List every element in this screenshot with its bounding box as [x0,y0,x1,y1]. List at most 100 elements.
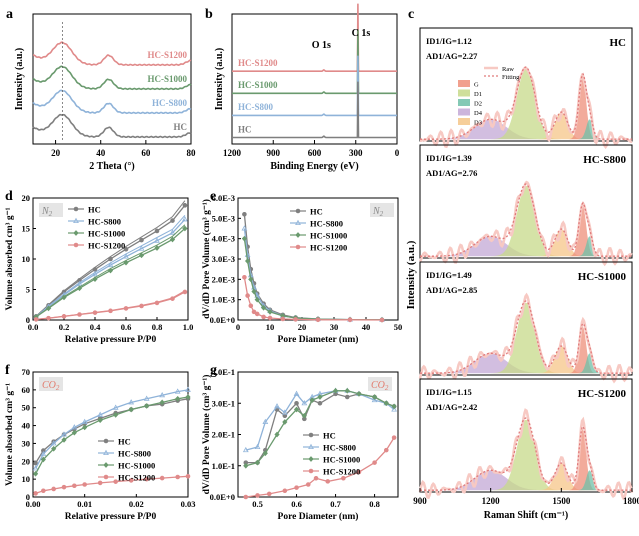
data-point-HC-S1000 [128,406,134,413]
y-tick-label: 40 [22,421,31,431]
data-point-HC-S800 [81,418,88,424]
gas-subscript: 2 [385,384,389,392]
raman-id-ig: ID1/IG=1.39 [426,153,472,163]
raman-peak-D1 [420,302,632,374]
data-point-HC-S1200 [33,317,39,322]
plot-frame [419,27,633,142]
data-point-HC-S800 [159,391,166,398]
y-tick-label: 1.0E-1 [212,461,235,471]
data-point-HC-S1000 [262,450,268,457]
data-point-HC-S1200 [372,460,377,465]
gas-label: N2 [41,206,53,218]
data-point-HC-S800 [61,431,67,437]
y-tick-label: 70 [22,367,31,377]
panel-g-legend-HC-S1000: HC-S1000 [323,455,360,465]
series-line-HC-S800 [35,218,186,318]
data-point-HC-S1000 [317,394,323,400]
raman-sample-label: HC-S800 [583,154,626,166]
x-axis-label: Pore Diameter (nm) [278,511,359,522]
data-point-HC-S1200 [159,475,165,481]
raman-fitting-curve [420,300,632,374]
legend-marker [103,474,109,480]
data-point-HC-S1200 [245,293,250,298]
data-point-HC-S1000 [309,397,315,403]
data-point-HC-S1000 [175,395,181,402]
data-point-HC-S1000 [71,429,77,436]
legend-marker [73,230,79,236]
x-tick-label: 20 [298,322,307,332]
raman-id-ig: ID1/IG=1.12 [426,36,472,46]
y-tick-label: 20 [22,193,31,203]
data-point-HC-S800 [97,411,104,417]
gas-box [370,203,394,217]
data-point-HC-S800 [107,261,114,268]
x-axis-label: Pore Diameter (nm) [278,334,359,345]
legend-label-D1: D1 [474,91,482,98]
xrd-curve-HC [32,113,192,139]
panel-f-legend-HC-S1000: HC-S1000 [118,461,155,471]
data-point-HC [170,218,175,223]
y-tick-label: 4.0E-3 [212,234,235,244]
gas-label: N2 [372,206,384,218]
data-point-HC-S1000 [97,417,103,424]
x-tick-label: 0.8 [152,322,163,332]
y-tick-label: 20 [22,456,31,466]
raman-peak-D4 [420,119,632,140]
panel-d-legend-HC-S1000: HC-S1000 [88,229,125,239]
data-point-HC-S1200 [82,482,87,487]
data-point-HC-S800 [71,424,78,430]
x-tick-label: 10 [266,322,275,332]
legend-marker [295,219,301,225]
x-tick-label: 0.4 [90,322,101,332]
x-tick-label: 900 [267,148,281,158]
x-tick-label: 1200 [223,148,242,158]
x-tick-label: 40 [96,148,106,158]
x-tick-label: 0.2 [59,322,70,332]
gas-subscript: 2 [49,210,53,218]
data-point-HC-S1200 [325,479,331,484]
data-point-HC-S1000 [301,412,307,419]
y-tick-label: 15 [22,224,31,234]
data-point-HC-S1200 [251,309,257,315]
data-point-HC-S1000 [185,394,191,400]
data-point-HC-S1000 [371,394,378,400]
data-point-HC-S1200 [170,296,175,301]
raman-peak-D2 [420,119,632,140]
xps-curve-HC-S1000 [232,29,397,95]
data-point-HC-S1000 [76,285,83,292]
series-line-desorption-HC [35,200,186,317]
series-line-HC-S800 [245,390,395,451]
data-point-HC-S1000 [391,403,397,410]
y-tick-label: 10 [22,254,31,264]
xrd-curve-HC-S800 [32,89,192,115]
legend-marker [295,244,301,250]
plot-frame [419,144,633,259]
raman-fitting-curve [420,183,632,257]
x-axis-label: Binding Energy (eV) [270,161,358,172]
legend-marker [308,432,314,438]
data-point-HC-S1200 [154,300,160,306]
raman-peak-D2 [420,470,632,491]
y-tick-label: 5.0E-3 [212,213,235,223]
data-point-HC [294,400,299,406]
data-point-HC-S1000 [45,305,52,312]
xrd-curve-HC-S1000 [32,65,192,91]
data-point-HC-S1200 [41,488,46,494]
x-tick-label: 60 [141,148,151,158]
data-point-HC-S800 [281,409,288,415]
data-point-HC-S800 [391,406,397,412]
raman-raw-curve [418,292,634,384]
legend-marker [103,449,109,455]
legend-swatch-G [458,80,470,87]
y-tick-label: 0 [26,492,30,502]
data-point-HC-S1200 [242,274,247,280]
panel-label-e: e [210,189,216,204]
gas-label: CO2 [371,380,389,392]
data-point-HC-S1200 [108,308,113,314]
x-axis-label: Relative pressure P/P0 [65,512,157,522]
x-tick-label: 0.8 [369,499,380,509]
y-tick-label: 60 [22,385,31,395]
data-point-HC-S1200 [356,469,362,475]
data-point-HC-S1200 [347,317,353,323]
x-tick-label: 0.6 [121,322,132,332]
